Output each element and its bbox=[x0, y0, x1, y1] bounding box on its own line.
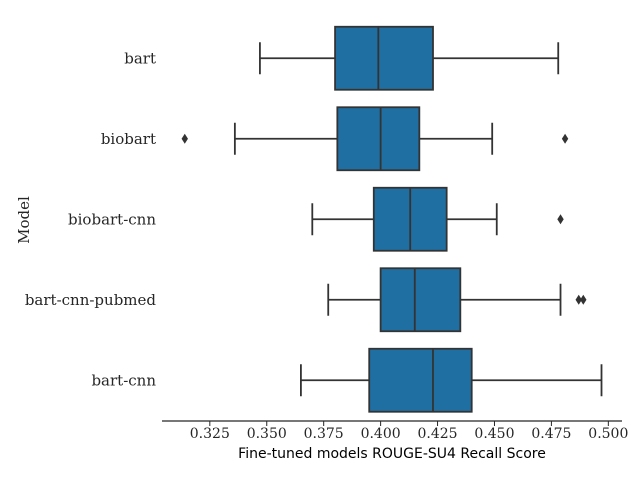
x-tick-label: 0.375 bbox=[304, 426, 344, 442]
x-tick-label: 0.450 bbox=[474, 426, 514, 442]
iqr-box bbox=[334, 25, 434, 91]
category-label: biobart bbox=[101, 130, 156, 148]
iqr-box bbox=[336, 106, 421, 172]
x-ticks: 0.325 0.350 0.375 0.400 0.425 0.450 0.475 0.500 bbox=[190, 421, 628, 442]
category-label: biobart-cnn bbox=[68, 210, 156, 228]
box-biobart bbox=[181, 106, 569, 172]
outlier-point bbox=[575, 294, 582, 305]
x-tick-label: 0.350 bbox=[247, 426, 287, 442]
box-bart bbox=[259, 25, 560, 91]
x-tick-label: 0.500 bbox=[588, 426, 628, 442]
box-biobart-cnn bbox=[311, 186, 564, 252]
boxes-layer bbox=[181, 25, 603, 413]
y-axis-label: Model bbox=[15, 196, 33, 244]
outlier-point bbox=[561, 133, 569, 144]
x-tick-label: 0.325 bbox=[190, 426, 230, 442]
category-labels: bart biobart biobart-cnn bart-cnn-pubmed bar… bbox=[25, 49, 157, 389]
category-label: bart-cnn-pubmed bbox=[25, 291, 157, 309]
x-axis-label: Fine-tuned models ROUGE-SU4 Recall Score bbox=[238, 446, 546, 462]
outlier-point bbox=[181, 133, 188, 144]
category-label: bart-cnn bbox=[91, 371, 156, 389]
x-tick-label: 0.400 bbox=[361, 426, 401, 442]
outlier-point bbox=[557, 214, 564, 225]
iqr-box bbox=[379, 267, 462, 333]
x-tick-label: 0.475 bbox=[531, 426, 571, 442]
box-bart-cnn bbox=[300, 347, 603, 413]
iqr-box bbox=[368, 347, 473, 413]
outlier-point bbox=[580, 294, 587, 305]
category-label: bart bbox=[124, 49, 156, 67]
x-tick-label: 0.425 bbox=[417, 426, 457, 442]
box-bart-cnn-pubmed bbox=[327, 267, 587, 333]
